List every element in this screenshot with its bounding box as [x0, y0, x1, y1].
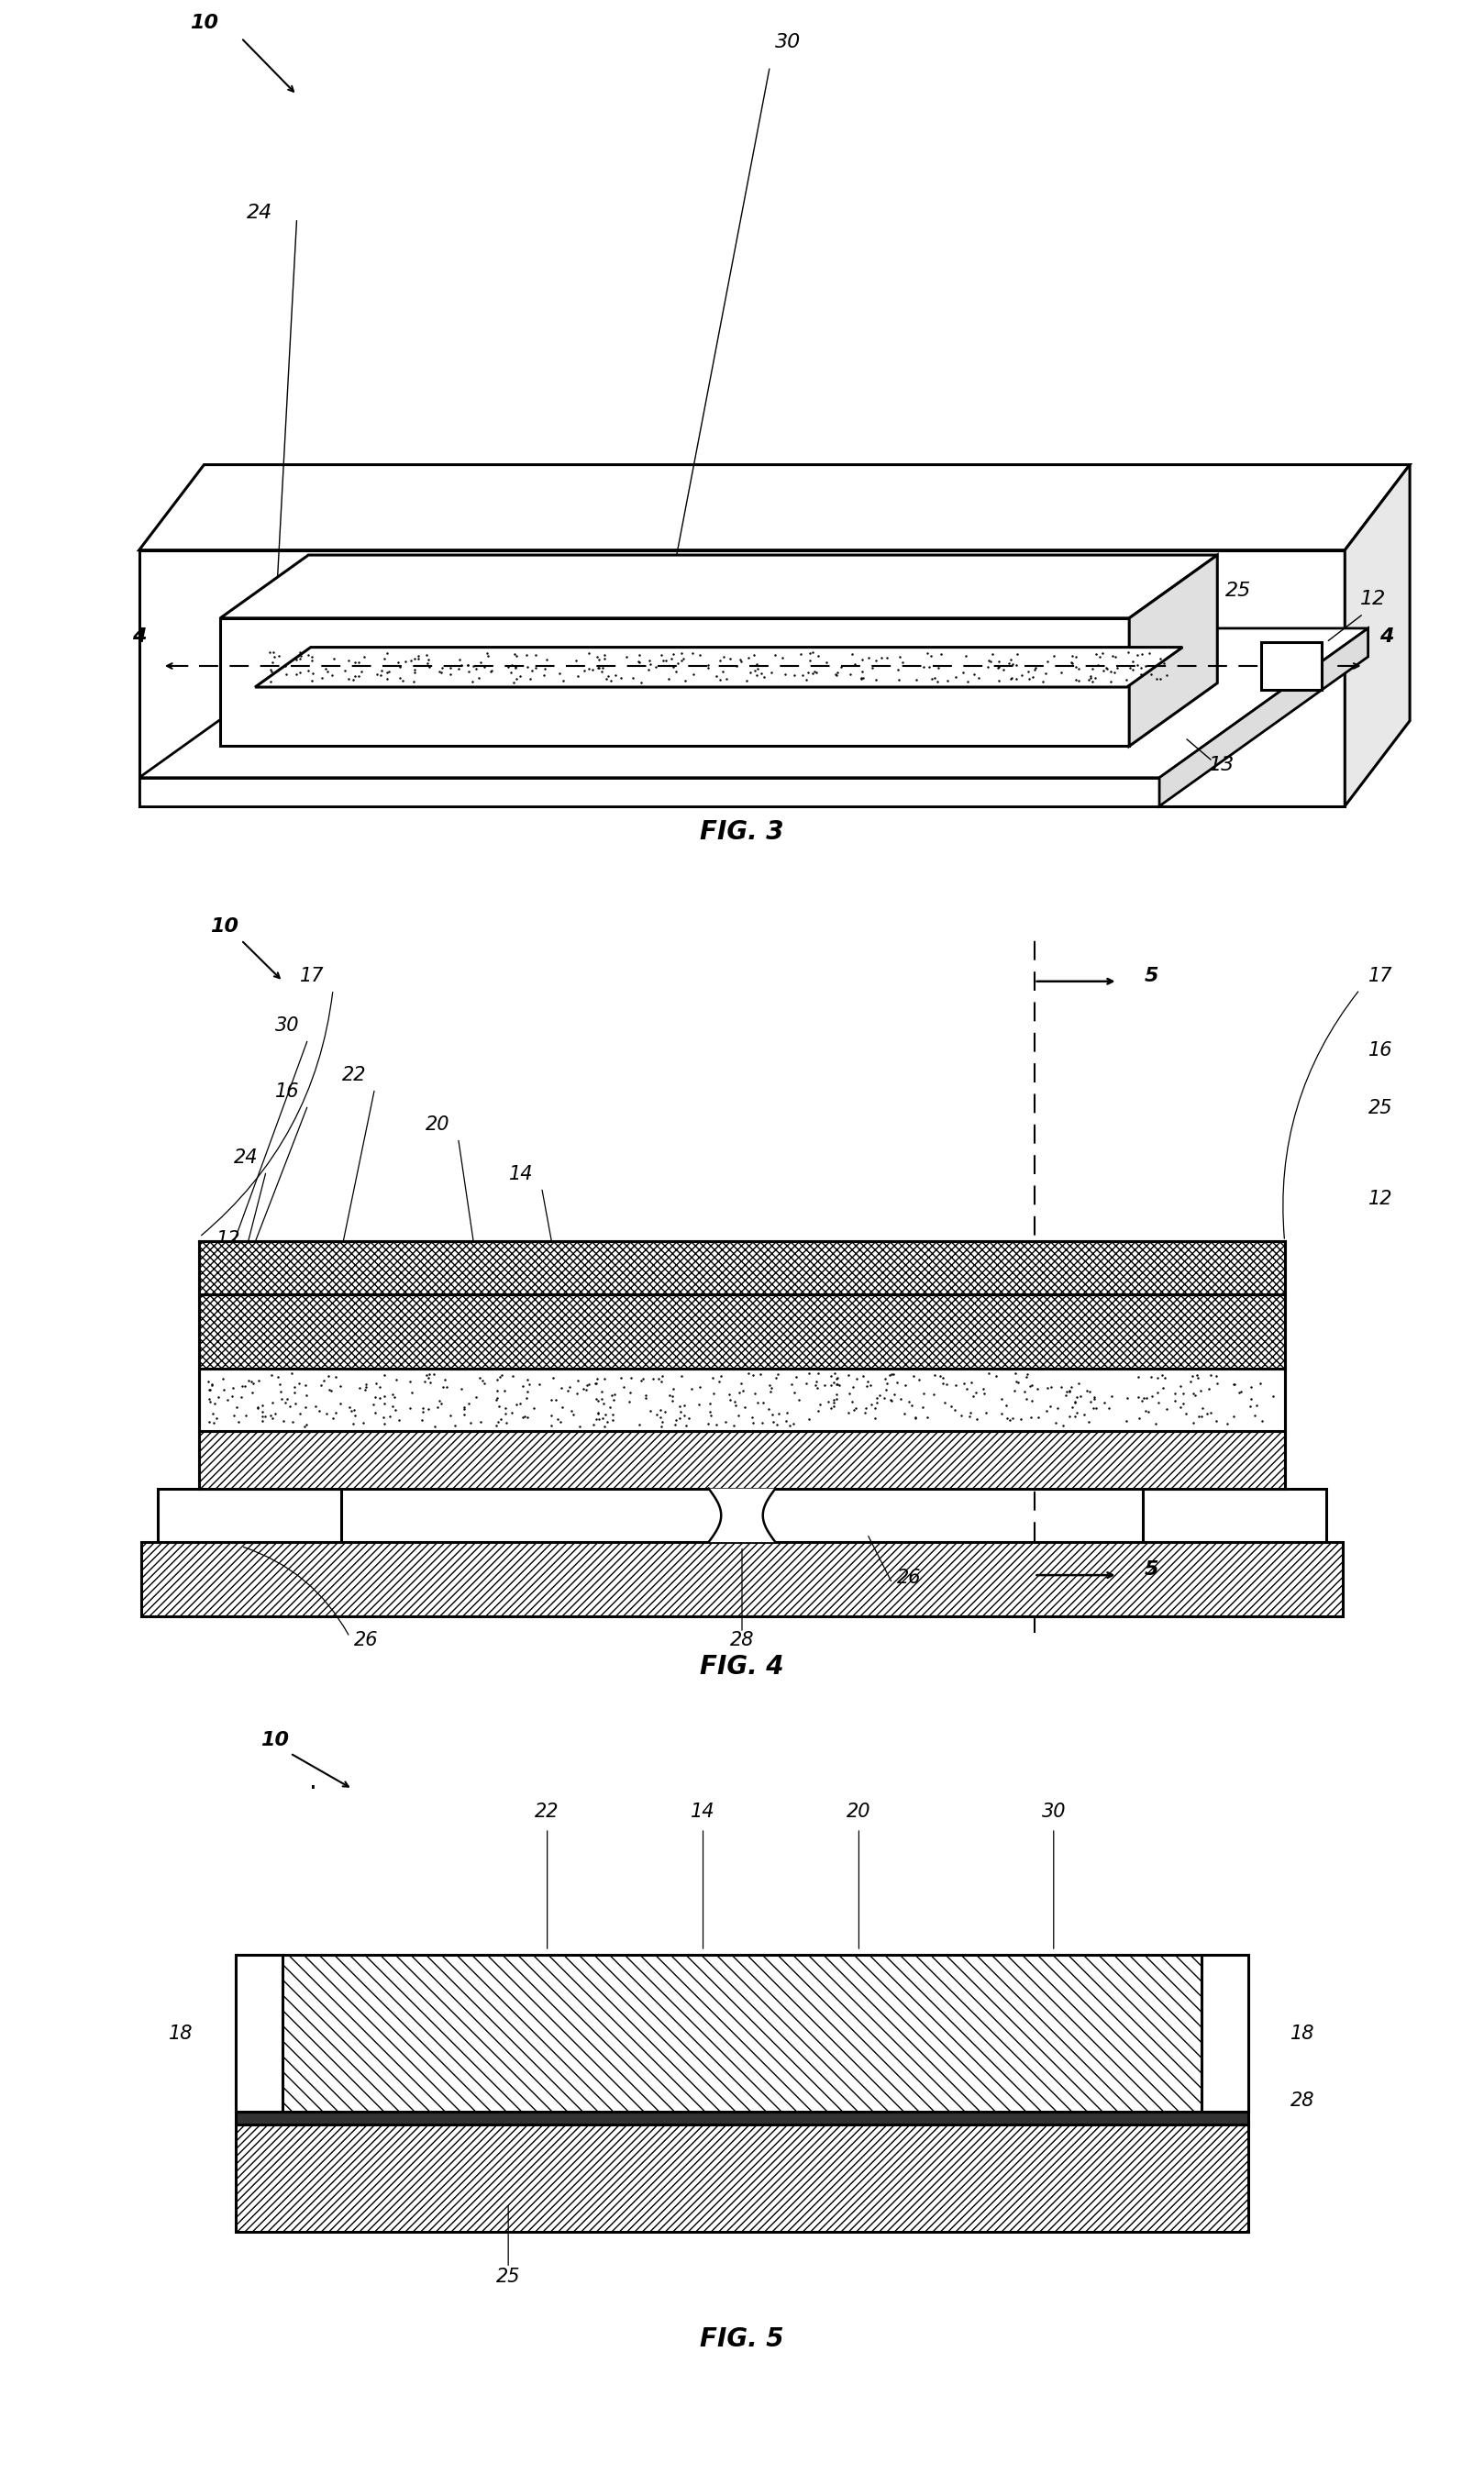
Polygon shape	[220, 554, 1217, 618]
Text: 17: 17	[300, 967, 325, 985]
Text: 12: 12	[217, 1230, 240, 1249]
Polygon shape	[899, 698, 1104, 745]
Polygon shape	[236, 2125, 1248, 2232]
Polygon shape	[199, 1294, 1285, 1368]
Text: 18: 18	[1291, 2024, 1315, 2044]
Polygon shape	[255, 648, 1183, 688]
Polygon shape	[139, 777, 1159, 807]
Text: 30: 30	[275, 1017, 300, 1034]
Polygon shape	[1159, 628, 1368, 807]
Polygon shape	[649, 641, 784, 670]
Polygon shape	[1202, 1954, 1248, 2113]
Text: 13: 13	[1209, 757, 1235, 774]
Text: 10: 10	[211, 918, 239, 935]
Polygon shape	[157, 1489, 341, 1541]
Polygon shape	[1129, 554, 1217, 747]
Polygon shape	[199, 1368, 1285, 1430]
Polygon shape	[1261, 643, 1322, 690]
Text: 17: 17	[1368, 967, 1392, 985]
Text: 28: 28	[730, 1630, 754, 1648]
Text: 20: 20	[426, 1116, 450, 1133]
Polygon shape	[199, 1430, 1285, 1489]
Text: 18: 18	[169, 2024, 193, 2044]
Polygon shape	[236, 2113, 1248, 2125]
Text: 16: 16	[275, 1081, 300, 1101]
Text: 14: 14	[692, 1804, 715, 1821]
Text: 12: 12	[1368, 1190, 1392, 1207]
Text: 12: 12	[1359, 589, 1386, 609]
Text: 28: 28	[1291, 2091, 1315, 2110]
Polygon shape	[141, 1541, 1343, 1616]
Text: 26: 26	[896, 1569, 922, 1586]
Text: 16: 16	[1368, 1042, 1392, 1059]
Text: 5: 5	[1144, 1561, 1158, 1578]
Text: 20: 20	[847, 1804, 871, 1821]
Polygon shape	[899, 638, 1187, 698]
Text: 4: 4	[1380, 628, 1393, 646]
Polygon shape	[251, 698, 454, 745]
Text: FIG. 5: FIG. 5	[700, 2326, 784, 2353]
Text: 14: 14	[509, 1165, 533, 1183]
Polygon shape	[251, 638, 539, 698]
Text: 25: 25	[496, 2269, 521, 2286]
Polygon shape	[220, 618, 1129, 747]
Polygon shape	[1345, 465, 1410, 807]
Polygon shape	[742, 641, 784, 732]
Polygon shape	[1104, 638, 1187, 745]
Text: 5: 5	[1144, 967, 1158, 985]
Text: 25: 25	[1368, 1098, 1392, 1116]
Polygon shape	[649, 670, 742, 732]
Text: 24: 24	[233, 1148, 258, 1165]
Text: FIG. 4: FIG. 4	[700, 1655, 784, 1680]
Text: 25: 25	[1226, 581, 1251, 601]
Text: 30: 30	[1042, 1804, 1066, 1821]
Text: .: .	[310, 1769, 318, 1794]
Polygon shape	[199, 1242, 1285, 1294]
Text: 26: 26	[355, 1630, 378, 1648]
Text: 24: 24	[246, 203, 273, 223]
Text: 28: 28	[733, 576, 760, 594]
Polygon shape	[454, 638, 539, 745]
Polygon shape	[708, 1489, 775, 1541]
Polygon shape	[236, 1954, 1248, 2113]
Text: 10: 10	[260, 1732, 289, 1749]
Text: FIG. 3: FIG. 3	[700, 819, 784, 844]
Polygon shape	[139, 465, 1410, 549]
Text: 30: 30	[776, 32, 801, 52]
Text: 22: 22	[341, 1066, 367, 1084]
Text: 22: 22	[536, 1804, 559, 1821]
Polygon shape	[139, 628, 1368, 777]
Text: 10: 10	[190, 15, 218, 32]
Polygon shape	[236, 1954, 282, 2113]
Polygon shape	[1143, 1489, 1327, 1541]
Polygon shape	[139, 549, 1345, 807]
Text: 4: 4	[132, 628, 147, 646]
